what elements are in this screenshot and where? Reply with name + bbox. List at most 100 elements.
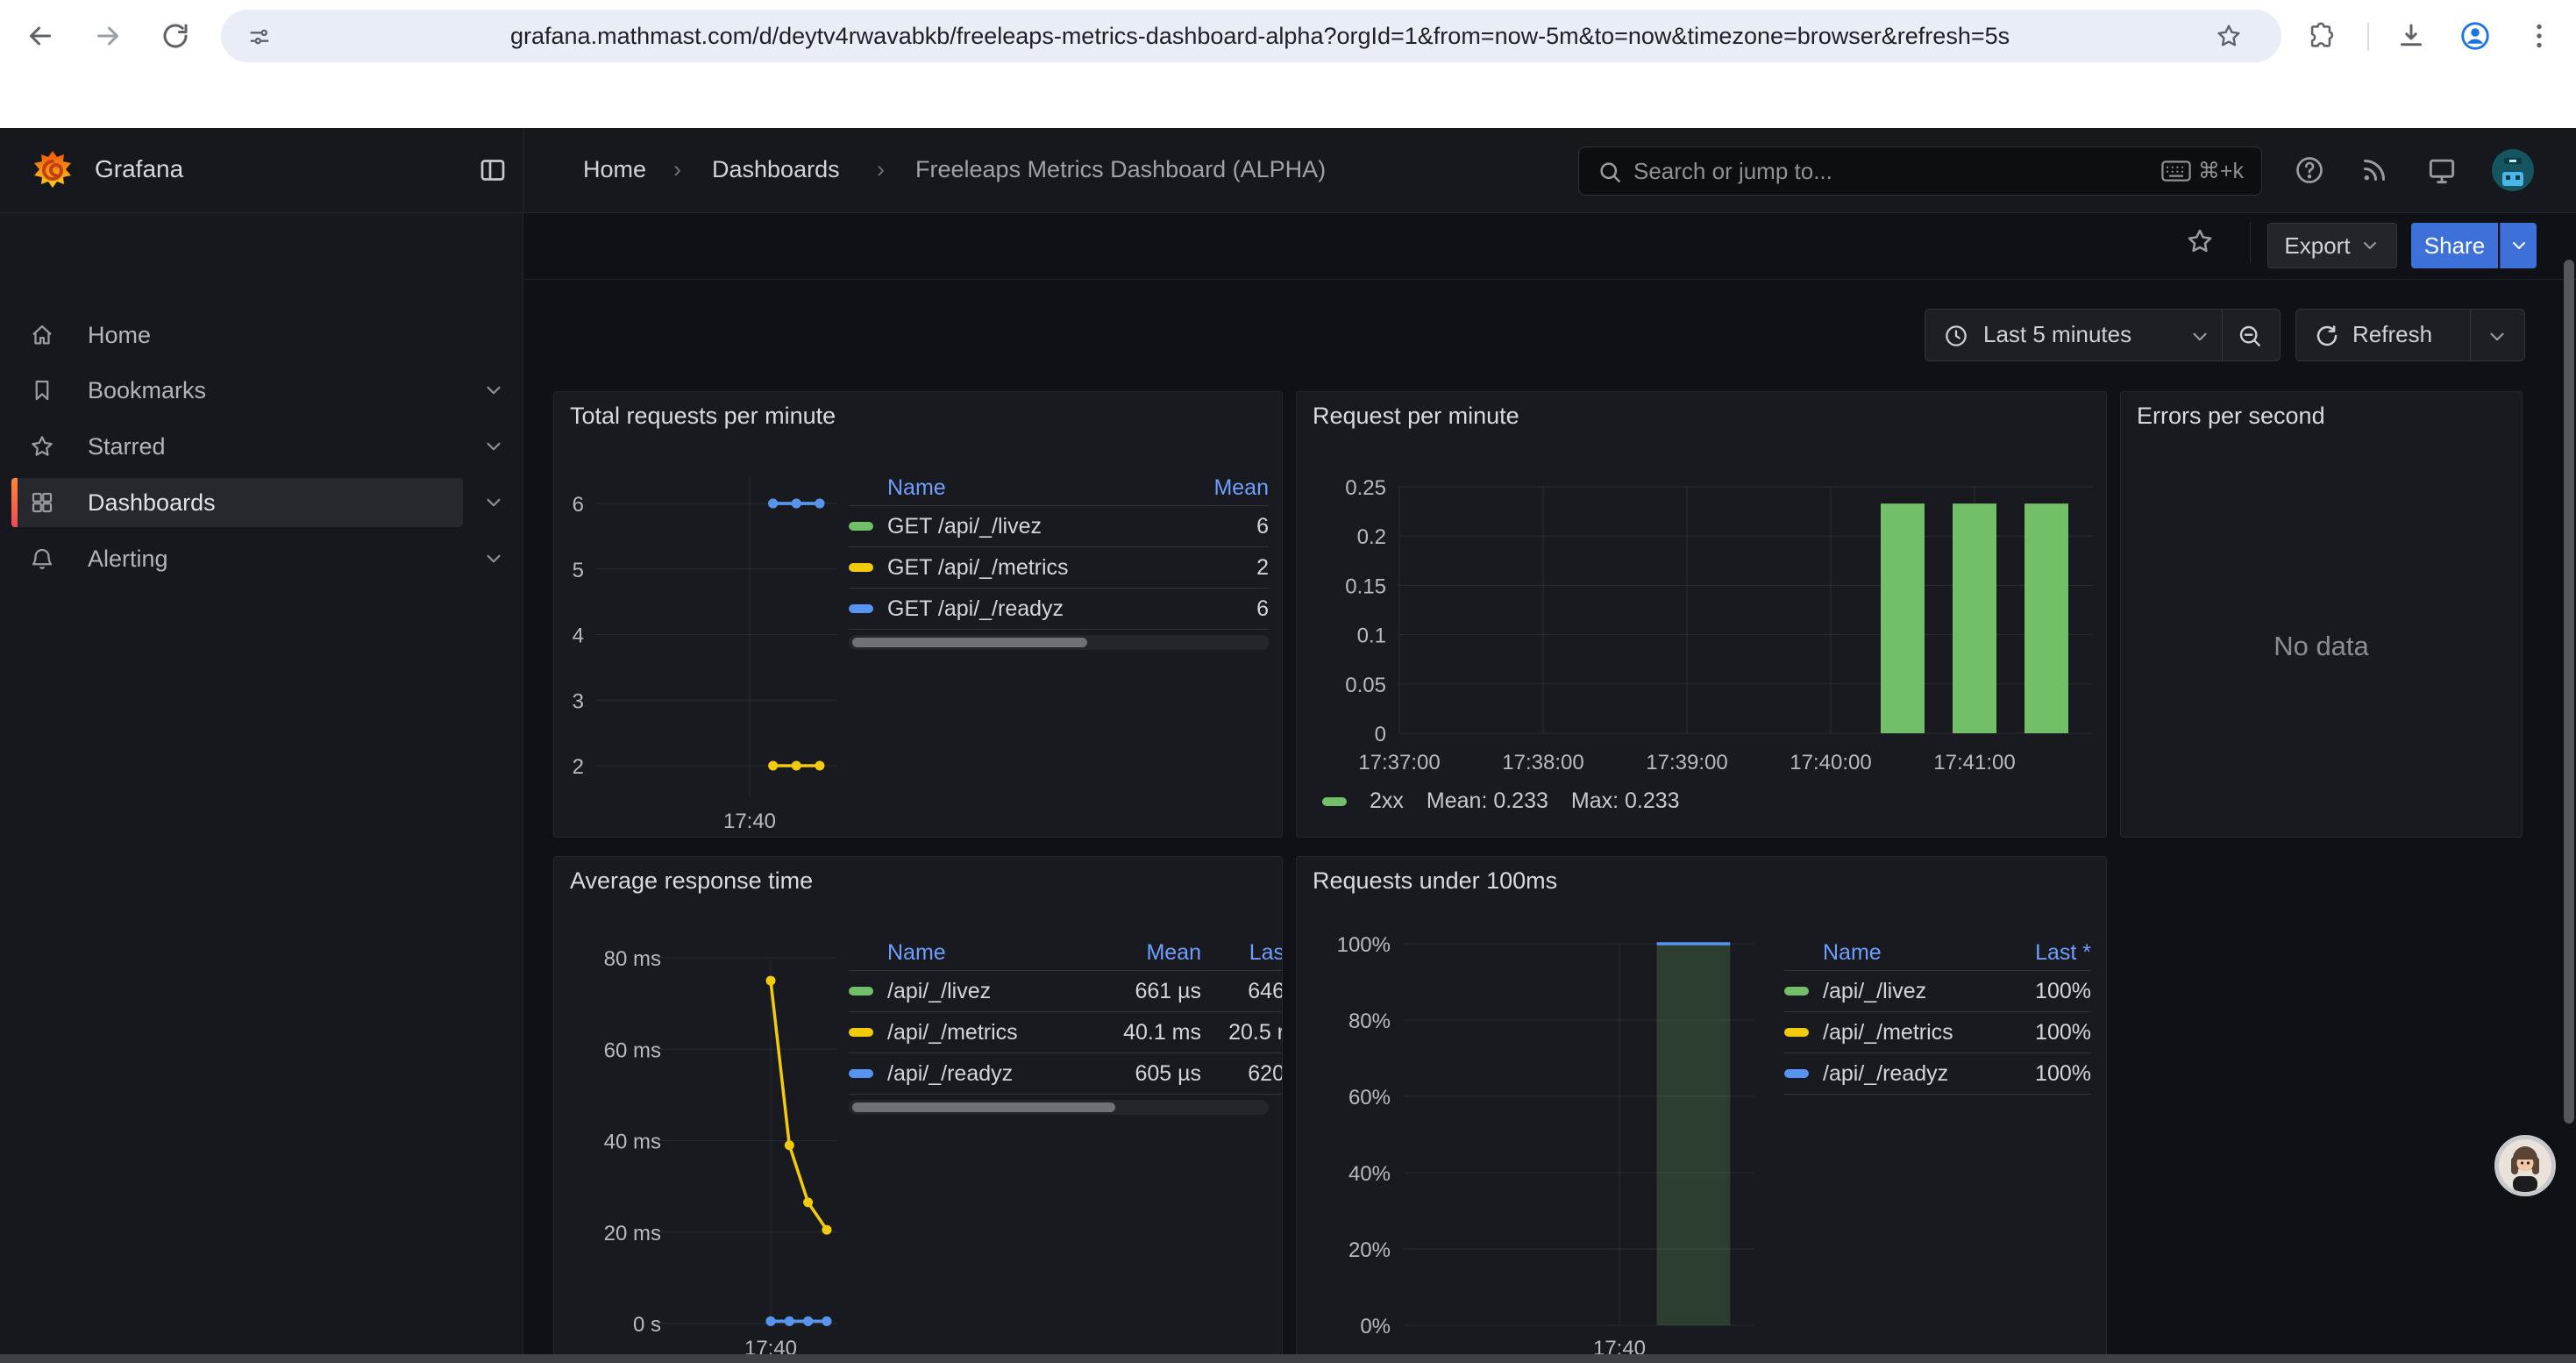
bookmark-star-icon[interactable]	[2215, 22, 2243, 50]
breadcrumb-home[interactable]: Home	[583, 156, 647, 182]
sidebar-item-starred[interactable]: Starred	[11, 422, 501, 471]
legend-column-name[interactable]: Name	[887, 475, 946, 500]
total-requests-chart[interactable]: 6 5 4 3 2 17:40	[554, 392, 1283, 838]
chevron-down-icon[interactable]	[2486, 325, 2508, 348]
sidebar-item-alerting[interactable]: Alerting	[11, 534, 501, 583]
url-bar[interactable]: grafana.mathmast.com/d/deytv4rwavabkb/fr…	[221, 10, 2281, 62]
refresh-icon	[2314, 323, 2340, 349]
legend-table: Name Mean GET /api/_/livez 6 GET /api/_/metr…	[849, 469, 1269, 630]
news-rss-icon[interactable]	[2359, 154, 2390, 186]
legend-scrollbar-thumb[interactable]	[852, 638, 1087, 647]
svg-text:17:40:00: 17:40:00	[1790, 751, 1871, 774]
panel-title[interactable]: Requests under 100ms	[1313, 867, 1558, 894]
legend-column-mean[interactable]: Mean	[1213, 475, 1269, 500]
legend-row[interactable]: /api/_/metrics 40.1 ms 20.5 r	[849, 1012, 1282, 1053]
legend-header: Name Mean Las	[849, 934, 1283, 971]
chevron-down-icon[interactable]	[482, 435, 505, 458]
legend-row[interactable]: GET /api/_/readyz 6	[849, 589, 1269, 630]
chevron-down-icon[interactable]	[482, 491, 505, 514]
legend-column-name[interactable]: Name	[887, 939, 946, 965]
reload-icon[interactable]	[160, 20, 191, 52]
panel-title[interactable]: Total requests per minute	[570, 403, 836, 429]
legend-column-mean[interactable]: Mean	[1146, 940, 1201, 965]
legend-line[interactable]: 2xx Mean: 0.233 Max: 0.233	[1322, 789, 1680, 814]
monitor-icon[interactable]	[2425, 154, 2459, 188]
legend-row[interactable]: /api/_/readyz 100%	[1784, 1053, 2091, 1095]
chevron-down-icon	[2512, 242, 2525, 249]
profile-icon[interactable]	[2459, 19, 2492, 53]
search-input[interactable]: Search or jump to... ⌘+k	[1578, 146, 2262, 196]
grafana-app: Grafana Home › Dashboards › Freeleaps Me…	[0, 128, 2576, 1363]
svg-text:17:38:00: 17:38:00	[1502, 751, 1583, 774]
legend-scrollbar[interactable]	[849, 1100, 1269, 1115]
svg-text:0.25: 0.25	[1345, 476, 1386, 500]
zoom-out-icon[interactable]	[2236, 322, 2264, 350]
favorite-star-icon[interactable]	[2185, 226, 2215, 256]
legend-row[interactable]: /api/_/metrics 100%	[1784, 1012, 2091, 1053]
legend-scrollbar-thumb[interactable]	[852, 1103, 1115, 1112]
help-icon[interactable]	[2294, 154, 2325, 186]
legend-table: Name Last * /api/_/livez 100%/api/_/metrics…	[1784, 934, 2091, 1095]
user-avatar[interactable]	[2492, 149, 2534, 191]
extensions-icon[interactable]	[2306, 21, 2336, 51]
legend-row[interactable]: GET /api/_/livez 6	[849, 506, 1269, 547]
legend-scrollbar[interactable]	[849, 635, 1269, 650]
legend-table: Name Mean Las/api/_/livez 661 µs 646/api/_/m…	[849, 934, 1283, 1095]
sidebar-item-dashboards[interactable]: Dashboards	[11, 478, 501, 527]
bookmarks-bar: Freeleaps 收藏博客	[0, 72, 2576, 193]
share-button[interactable]: Share	[2411, 223, 2498, 268]
sidebar-item-bookmarks[interactable]: Bookmarks	[11, 366, 501, 415]
legend-row[interactable]: /api/_/livez 661 µs 646	[849, 971, 1282, 1012]
grafana-header: Grafana Home › Dashboards › Freeleaps Me…	[0, 128, 2576, 213]
back-icon[interactable]	[25, 20, 56, 52]
legend-row[interactable]: GET /api/_/metrics 2	[849, 547, 1269, 589]
svg-text:40%: 40%	[1348, 1162, 1391, 1186]
legend-row[interactable]: /api/_/readyz 605 µs 620	[849, 1053, 1282, 1095]
series-value: 100%	[2035, 979, 2091, 1003]
keyboard-icon	[2161, 161, 2191, 182]
chevron-down-icon	[2363, 242, 2376, 249]
breadcrumb-dashboards[interactable]: Dashboards	[712, 156, 840, 182]
legend-column-las[interactable]: Las	[1249, 940, 1283, 965]
svg-text:40 ms: 40 ms	[604, 1131, 661, 1154]
download-icon[interactable]	[2395, 20, 2427, 52]
request-per-minute-chart[interactable]: 0.25 0.2 0.15 0.1 0.05 0 17:37:00 17:38:00 17:39…	[1297, 392, 2107, 838]
refresh-button[interactable]: Refresh	[2295, 309, 2525, 361]
share-dropdown-button[interactable]	[2500, 223, 2537, 268]
url-text: grafana.mathmast.com/d/deytv4rwavabkb/fr…	[510, 23, 2010, 49]
forward-icon[interactable]	[92, 20, 124, 52]
requests-under-100ms-chart[interactable]: 100%80%60%40%20%0%17:40	[1297, 857, 2107, 1363]
series-color-pill	[1322, 796, 1347, 806]
grafana-logo-icon[interactable]	[32, 147, 74, 193]
series-color-pill	[849, 563, 873, 572]
panel-title[interactable]: Request per minute	[1313, 403, 1519, 429]
legend-row[interactable]: /api/_/livez 100%	[1784, 971, 2091, 1012]
series-value: 100%	[2035, 1061, 2091, 1086]
series-color-pill	[1784, 1028, 1809, 1037]
bookmark-icon	[29, 377, 55, 403]
series-value: 6	[1256, 596, 1269, 621]
time-range-picker[interactable]: Last 5 minutes	[1925, 309, 2281, 361]
panel-title[interactable]: Errors per second	[2137, 403, 2325, 429]
panel-title[interactable]: Average response time	[570, 867, 814, 894]
svg-text:17:41:00: 17:41:00	[1933, 751, 2015, 774]
series-color-pill	[849, 987, 873, 995]
site-info-icon[interactable]	[247, 25, 272, 49]
panel-requests-under-100ms: Requests under 100ms 100% 80% 60% 40% 20% 0% 1…	[1296, 856, 2107, 1363]
sidebar-item-home[interactable]: Home	[11, 310, 463, 360]
chevron-down-icon[interactable]	[482, 379, 505, 402]
page-scrollbar-thumb[interactable]	[2564, 260, 2574, 1124]
kebab-menu-icon[interactable]	[2523, 20, 2555, 52]
floating-assistant-avatar[interactable]	[2494, 1135, 2556, 1196]
sidebar-toggle-icon[interactable]	[477, 154, 509, 186]
header-divider	[523, 128, 524, 212]
legend-column-last-[interactable]: Last *	[2035, 940, 2091, 965]
export-button[interactable]: Export	[2267, 223, 2397, 268]
search-shortcut: ⌘+k	[2161, 147, 2244, 195]
series-value: 661 µs	[1135, 979, 1201, 1003]
brand-title: Grafana	[95, 155, 184, 182]
series-name: GET /api/_/readyz	[887, 596, 1064, 621]
legend-column-name[interactable]: Name	[1823, 939, 1882, 965]
chevron-down-icon[interactable]	[482, 547, 505, 570]
